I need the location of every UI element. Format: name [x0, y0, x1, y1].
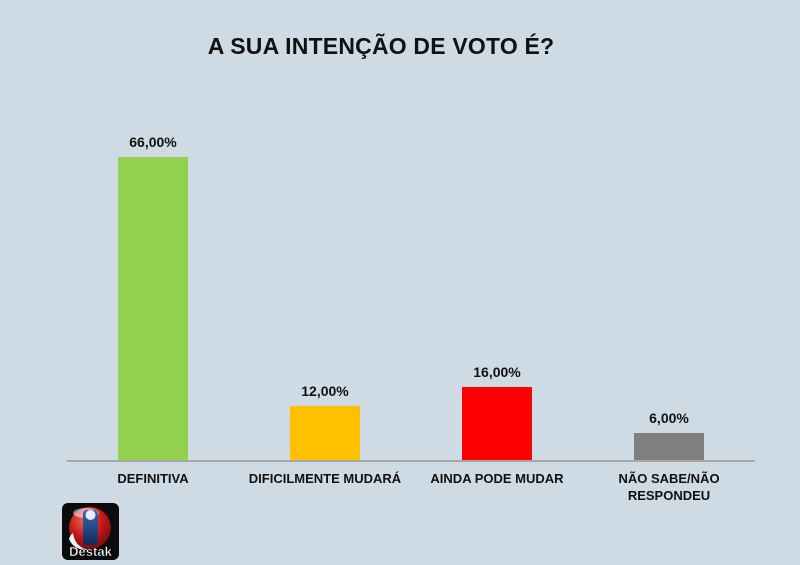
destak-logo: Destak [62, 503, 119, 560]
bar-0 [118, 157, 188, 461]
value-label-3: 6,00% [649, 410, 689, 426]
chart-title: A SUA INTENÇÃO DE VOTO É? [207, 33, 555, 59]
logo-wordmark: Destak [69, 544, 112, 559]
destak-logo-graphic: Destak [62, 503, 119, 560]
category-label-3: NÃO SABE/NÃO RESPONDEU [618, 471, 720, 503]
bar-1 [290, 406, 360, 461]
bar-3 [634, 433, 704, 461]
value-label-2: 16,00% [473, 364, 521, 380]
category-label-0: DEFINITIVA [117, 471, 189, 486]
logo-d-dot [85, 510, 96, 520]
value-label-0: 66,00% [129, 134, 177, 150]
bar-2 [462, 387, 532, 461]
logo-d-column [83, 510, 98, 545]
logo-page-curl [69, 533, 90, 551]
value-label-1: 12,00% [301, 383, 349, 399]
category-label-2: AINDA PODE MUDAR [430, 471, 564, 486]
x-axis-line [67, 460, 755, 462]
category-label-1: DIFICILMENTE MUDARÁ [248, 471, 402, 486]
